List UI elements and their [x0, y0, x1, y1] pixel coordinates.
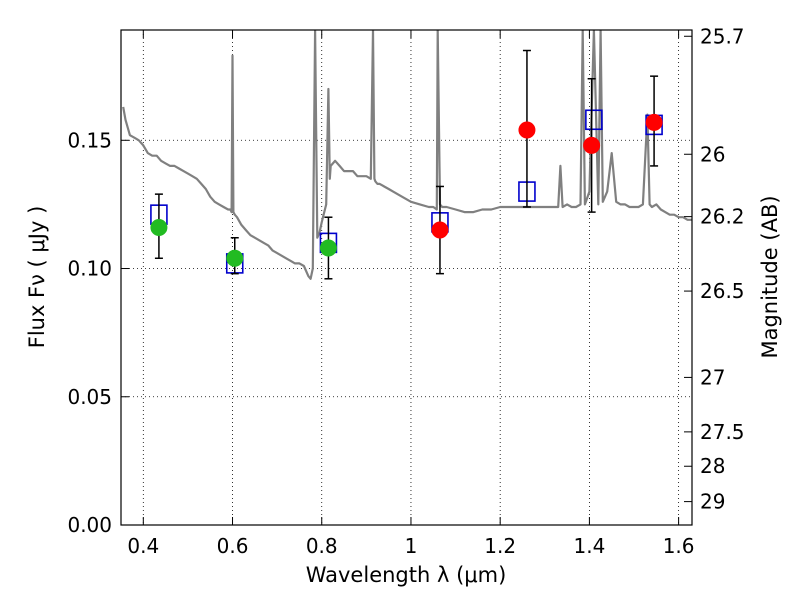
magnitude-tick-label: 29 — [700, 490, 725, 514]
plot-data — [122, 30, 692, 280]
y-tick-label: 0.05 — [67, 385, 112, 409]
x-axis-label: Wavelength λ (μm) — [306, 563, 507, 587]
y-axis-ticks: 0.00 0.05 0.10 0.15 — [67, 128, 129, 537]
x-tick-label: 0.4 — [127, 534, 159, 558]
data-point — [583, 136, 601, 154]
x-tick-label: 1 — [405, 534, 418, 558]
magnitude-tick-label: 26 — [700, 142, 725, 166]
magnitude-tick-label: 26.2 — [700, 205, 745, 229]
data-point — [319, 239, 337, 257]
y-axis-label: Flux Fν ( μJy ) — [25, 206, 49, 349]
magnitude-axis-ticks: 25.7 26 26.2 26.5 27 27.5 28 29 — [684, 24, 745, 514]
magnitude-tick-label: 28 — [700, 454, 725, 478]
model-square-marker — [585, 109, 603, 131]
y-tick-label: 0.00 — [67, 513, 112, 537]
spectrum-line — [122, 30, 692, 280]
x-tick-label: 1.6 — [663, 534, 695, 558]
magnitude-axis-label: Magnitude (AB) — [758, 195, 782, 358]
data-point — [150, 218, 168, 236]
magnitude-tick-label: 27.5 — [700, 420, 745, 444]
data-point — [431, 221, 449, 239]
x-tick-label: 1.2 — [484, 534, 516, 558]
magnitude-tick-label: 27 — [700, 365, 725, 389]
x-tick-label: 0.6 — [217, 534, 249, 558]
plot-frame — [120, 29, 693, 526]
x-tick-label: 0.8 — [306, 534, 338, 558]
y-tick-label: 0.10 — [67, 257, 112, 281]
data-point — [226, 249, 244, 267]
data-point — [518, 121, 536, 139]
magnitude-tick-label: 25.7 — [700, 24, 745, 48]
x-axis-ticks: 0.4 0.6 0.8 1 1.2 1.4 1.6 — [127, 30, 695, 558]
y-tick-label: 0.15 — [67, 128, 112, 152]
magnitude-tick-label: 26.5 — [700, 279, 745, 303]
x-tick-label: 1.4 — [573, 534, 605, 558]
gridlines — [121, 30, 692, 526]
data-point — [645, 113, 663, 131]
